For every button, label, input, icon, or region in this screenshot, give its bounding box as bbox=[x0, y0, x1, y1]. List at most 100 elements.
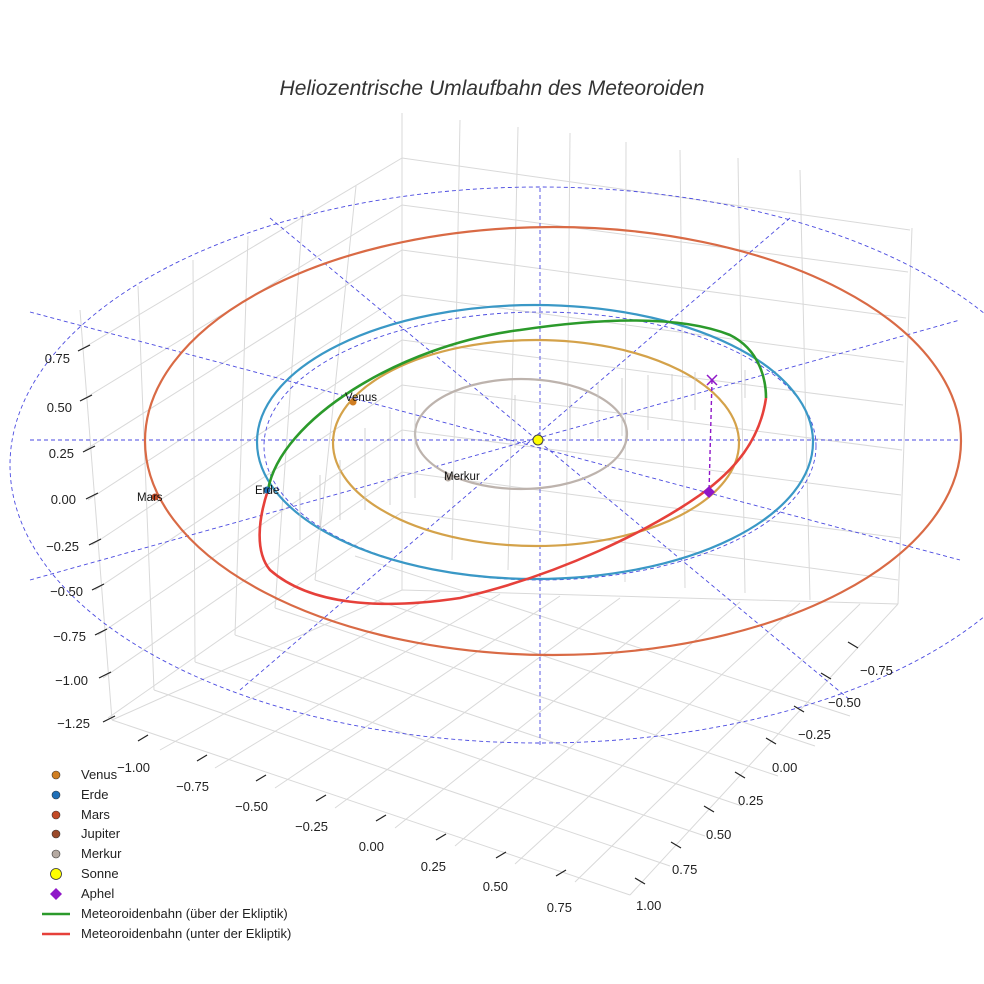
grid-line bbox=[314, 579, 816, 747]
x-tick-label: −1.00 bbox=[117, 760, 150, 775]
z-tick bbox=[102, 715, 116, 723]
aphel-marker bbox=[703, 486, 715, 498]
y-tick bbox=[820, 672, 832, 680]
y-tick bbox=[703, 805, 715, 813]
x-tick bbox=[555, 869, 567, 877]
z-tick-labels: 0.75 0.50 0.25 0.00 −0.25 −0.50 −0.75 −1… bbox=[45, 351, 90, 731]
legend-label-aphel: Aphel bbox=[81, 886, 114, 901]
grid bbox=[79, 113, 913, 896]
z-tick bbox=[98, 671, 112, 679]
legend-label-merkur: Merkur bbox=[81, 846, 122, 861]
grid-line bbox=[107, 511, 899, 719]
grid-line bbox=[274, 595, 561, 789]
y-tick bbox=[734, 771, 746, 779]
x-tick bbox=[375, 814, 387, 822]
y-tick-label: 0.75 bbox=[672, 862, 697, 877]
planet-orbits bbox=[143, 225, 963, 657]
y-tick bbox=[634, 877, 646, 885]
grid-line bbox=[334, 597, 621, 809]
planet-merkur-marker bbox=[444, 474, 452, 482]
z-tick-label: 0.75 bbox=[45, 351, 70, 366]
grid-line bbox=[84, 249, 907, 451]
grid-line bbox=[111, 589, 899, 721]
z-tick bbox=[82, 445, 96, 453]
z-tick-label: 0.25 bbox=[49, 446, 74, 461]
legend-label-venus: Venus bbox=[81, 767, 118, 782]
grid-line bbox=[194, 661, 706, 837]
x-tick bbox=[495, 851, 507, 859]
planet-mars-label: Mars bbox=[137, 492, 163, 504]
grid-line bbox=[137, 285, 155, 691]
legend-marker-sonne bbox=[50, 868, 62, 880]
grid-line bbox=[451, 119, 461, 561]
x-axis bbox=[137, 734, 567, 877]
x-tick-label: 0.00 bbox=[359, 839, 384, 854]
legend-marker-aphel bbox=[50, 888, 62, 900]
x-tick-label: −0.75 bbox=[176, 779, 209, 794]
ecliptic-axis bbox=[29, 311, 961, 561]
grid-line bbox=[799, 169, 811, 601]
planet-erde-marker bbox=[263, 486, 271, 494]
grid-line bbox=[274, 607, 779, 777]
legend-label-orbit-below: Meteoroidenbahn (unter der Ekliptik) bbox=[81, 926, 291, 941]
grid-line bbox=[394, 599, 681, 829]
x-tick bbox=[255, 774, 267, 782]
x-tick bbox=[196, 754, 208, 762]
grid-line bbox=[79, 309, 113, 721]
ecliptic-axis bbox=[239, 217, 791, 691]
z-tick-label: −0.50 bbox=[50, 584, 83, 599]
grid-line bbox=[737, 157, 746, 594]
grid-line bbox=[234, 235, 249, 636]
z-tick-label: −1.00 bbox=[55, 673, 88, 688]
grid-line bbox=[153, 689, 671, 867]
y-tick-labels: −0.75 −0.50 −0.25 0.00 0.25 0.50 0.75 1.… bbox=[636, 663, 893, 913]
ecliptic-reference bbox=[9, 186, 984, 746]
grid-line bbox=[159, 591, 441, 751]
grid-line bbox=[574, 603, 861, 883]
y-tick-label: 0.00 bbox=[772, 760, 797, 775]
x-tick-label: −0.50 bbox=[235, 799, 268, 814]
y-tick bbox=[793, 705, 805, 713]
y-tick-label: 0.50 bbox=[706, 827, 731, 842]
grid-line bbox=[629, 603, 899, 896]
legend-marker-mars bbox=[51, 810, 61, 820]
x-tick-label: 0.50 bbox=[483, 879, 508, 894]
grid-line bbox=[102, 471, 901, 679]
z-tick-label: −0.25 bbox=[46, 539, 79, 554]
planet-merkur-label: Merkur bbox=[444, 471, 480, 483]
grid-line bbox=[79, 157, 911, 351]
y-tick-label: 0.25 bbox=[738, 793, 763, 808]
grid-line bbox=[97, 429, 902, 636]
grid-line bbox=[234, 634, 743, 807]
legend-label-orbit-above: Meteoroidenbahn (über der Ekliptik) bbox=[81, 906, 288, 921]
z-tick-label: −0.75 bbox=[53, 629, 86, 644]
x-tick-label: 0.75 bbox=[547, 900, 572, 915]
x-tick bbox=[315, 794, 327, 802]
ecliptic-outer-ring bbox=[9, 186, 984, 744]
grid-line bbox=[314, 185, 357, 581]
legend-label-jupiter: Jupiter bbox=[81, 826, 121, 841]
grid-line bbox=[81, 204, 909, 401]
legend-marker-jupiter bbox=[51, 829, 61, 839]
x-tick-labels: −1.00 −0.75 −0.50 −0.25 0.00 0.25 0.50 0… bbox=[117, 760, 572, 915]
y-tick bbox=[847, 641, 859, 649]
legend-label-erde: Erde bbox=[81, 787, 108, 802]
grid-line bbox=[565, 132, 571, 576]
grid-line bbox=[111, 719, 631, 896]
planet-mars-marker bbox=[151, 493, 159, 501]
legend-marker-erde bbox=[51, 790, 61, 800]
z-axis bbox=[77, 344, 116, 723]
z-tick bbox=[88, 538, 102, 546]
grid-line bbox=[91, 339, 904, 546]
chart-title: Heliozentrische Umlaufbahn des Meteoroid… bbox=[280, 77, 705, 100]
planet-venus-marker bbox=[349, 398, 357, 406]
drop-lines bbox=[299, 370, 746, 540]
grid-line bbox=[354, 555, 851, 717]
grid-line bbox=[274, 209, 304, 609]
z-tick-label: 0.00 bbox=[51, 492, 76, 507]
planet-venus-label: Venus bbox=[345, 392, 377, 404]
planet-erde-label: Erde bbox=[255, 485, 279, 497]
z-tick bbox=[94, 628, 108, 636]
grid-line bbox=[214, 593, 501, 769]
z-tick bbox=[77, 344, 91, 352]
